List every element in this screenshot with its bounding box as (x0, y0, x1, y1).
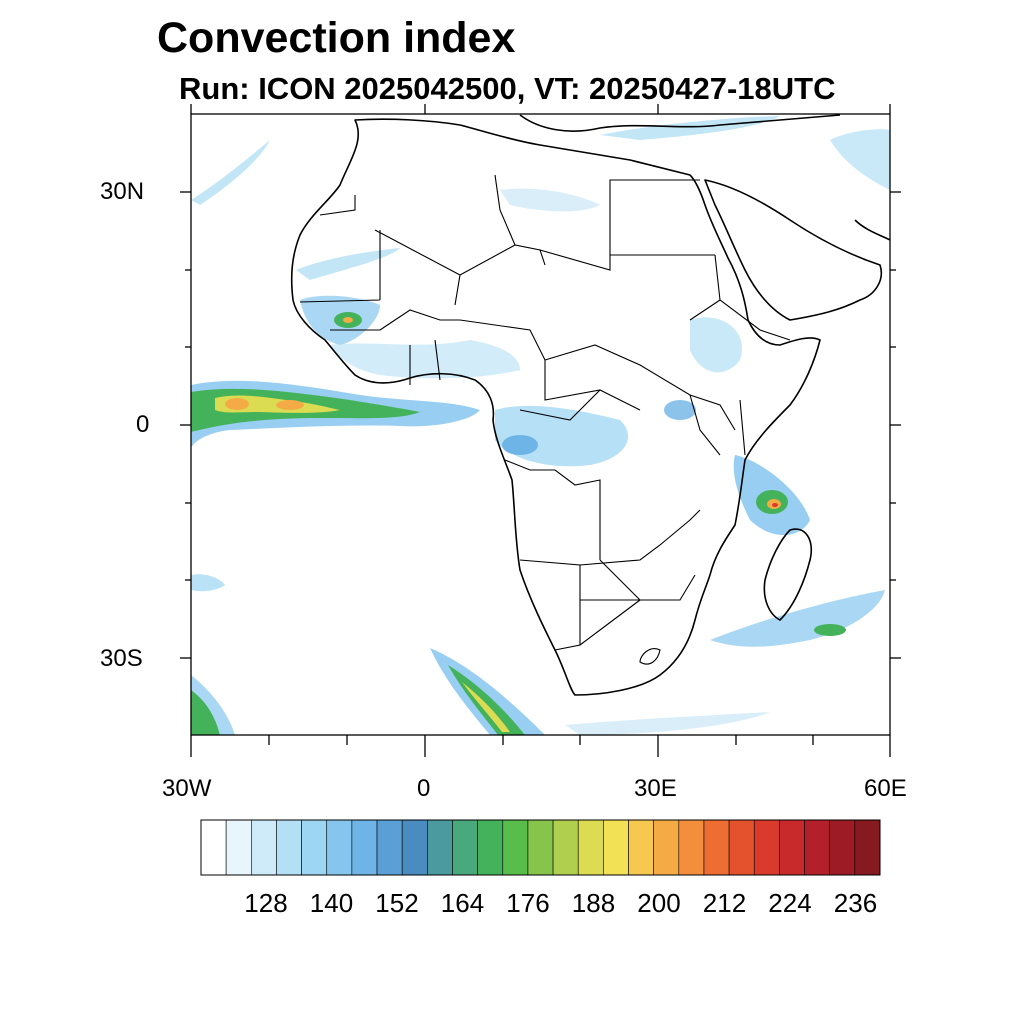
colorbar-swatch (251, 819, 277, 876)
lon-label-30e: 30E (634, 775, 677, 802)
ethiopia-cells (690, 317, 742, 373)
colorbar-swatch (326, 819, 353, 876)
border-lines-west (299, 230, 460, 385)
colorbar-tick-label: 128 (244, 888, 288, 918)
lat-label-0: 0 (136, 411, 150, 438)
map-subtitle: Run: ICON 2025042500, VT: 20250427-18UTC (179, 71, 836, 106)
colorbar-swatch (477, 819, 504, 876)
colorbar-swatch (829, 819, 856, 876)
border-lines-south (519, 509, 701, 665)
mediterranean-streak (600, 116, 780, 140)
lake-victoria-cell (664, 400, 696, 420)
south-atlantic-band-outer (430, 648, 545, 735)
gabon-cell (502, 435, 538, 455)
colorbar (200, 819, 881, 876)
colorbar-swatch (200, 819, 227, 876)
colorbar-frame (200, 819, 881, 876)
colorbar-swatch (779, 819, 805, 876)
north-atlantic-streak (191, 140, 270, 205)
lon-label-30w: 30W (162, 775, 212, 802)
mid-atlantic-cell (191, 574, 225, 592)
coastlines (290, 114, 890, 696)
sahara-streak (500, 188, 600, 212)
lon-label-60e: 60E (864, 775, 907, 802)
border-lines-north (319, 174, 715, 306)
colorbar-tick-label: 200 (637, 888, 681, 918)
colorbar-swatch (452, 819, 478, 876)
colorbar-tick-label: 212 (702, 888, 747, 918)
border-lines-central (459, 319, 736, 560)
border-lines-east (689, 254, 791, 456)
colorbar-tick-label: 164 (440, 888, 485, 918)
west-africa-coast (330, 340, 520, 379)
colorbar-tick-label: 188 (571, 888, 616, 918)
colorbar-swatch (276, 819, 302, 876)
colorbar-tick-label: 236 (833, 888, 878, 918)
europe-coastline (519, 114, 841, 132)
bottom-streak (565, 712, 770, 735)
colorbar-swatch (225, 819, 252, 876)
lon-label-0: 0 (417, 775, 431, 802)
colorbar-swatch (577, 819, 604, 876)
colorbar-tick-label: 176 (506, 888, 550, 918)
colorbar-tick-label: 224 (768, 888, 812, 918)
colorbar-swatch (804, 819, 831, 876)
south-atlantic-band-inner (448, 665, 525, 735)
colorbar-swatch (703, 819, 730, 876)
madagascar-cell-peak (772, 503, 778, 507)
colorbar-tick-label: 152 (375, 888, 419, 918)
itcz-core-1 (225, 398, 249, 410)
lat-label-30s: 30S (100, 645, 143, 672)
axis-ticks (180, 104, 901, 757)
colorbar-tick-label: 140 (309, 888, 354, 918)
madagascar-coastline (763, 528, 812, 621)
colorbar-swatch (401, 819, 428, 876)
south-indian-band (710, 590, 885, 647)
map-title: Convection index (157, 14, 516, 62)
colorbar-swatch (527, 819, 554, 876)
colorbar-swatch (854, 819, 881, 876)
colorbar-swatch (678, 819, 705, 876)
lat-label-30n: 30N (100, 178, 145, 205)
sahel-streak (296, 248, 400, 280)
country-borders (299, 174, 791, 665)
itcz-core-2 (276, 400, 304, 410)
colorbar-swatch (603, 819, 629, 876)
colorbar-swatch (628, 819, 654, 876)
southwest-corner-cell (191, 690, 220, 735)
colorbar-swatch (552, 819, 579, 876)
colorbar-swatch (502, 819, 529, 876)
south-indian-cell (814, 624, 846, 636)
colorbar-swatch (728, 819, 755, 876)
colorbar-swatch (753, 819, 780, 876)
arabia-coastline (704, 179, 882, 321)
colorbar-swatch (427, 819, 453, 876)
colorbar-swatch (653, 819, 680, 876)
southwest-corner-outer (191, 675, 235, 735)
convection-field (191, 116, 890, 735)
arabia-streak (830, 129, 890, 190)
colorbar-swatch (351, 819, 378, 876)
south-atlantic-band-core (462, 682, 510, 732)
guinea-core (343, 317, 353, 323)
gulf-coastline (854, 219, 890, 241)
colorbar-swatch (301, 819, 328, 876)
africa-coastline (290, 118, 821, 696)
colorbar-swatch (376, 819, 403, 876)
